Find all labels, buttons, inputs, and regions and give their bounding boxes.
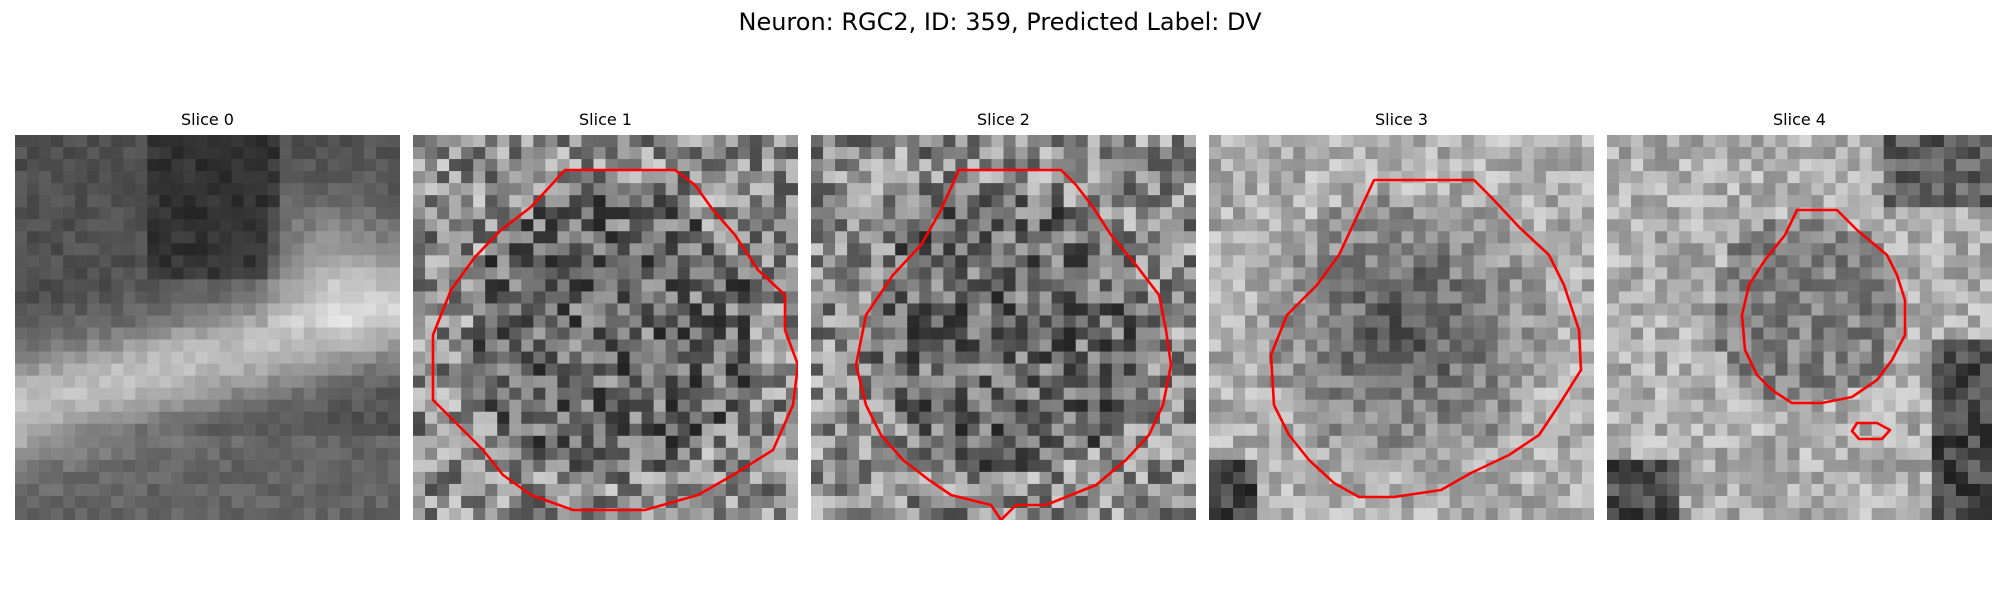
slice-title: Slice 4: [1773, 110, 1826, 129]
slice-panel-2: Slice 2: [811, 109, 1196, 520]
slice-title: Slice 1: [579, 110, 632, 129]
slice-panel-1: Slice 1: [413, 109, 798, 520]
slice-panel-0: Slice 0: [15, 109, 400, 520]
slice-panel-3: Slice 3: [1209, 109, 1594, 520]
slice-image: [811, 135, 1196, 520]
neuron-contour: [1269, 178, 1583, 499]
slice-image: [1209, 135, 1594, 520]
slice-title: Slice 3: [1375, 110, 1428, 129]
slice-title: Slice 0: [181, 110, 234, 129]
slice-panel-4: Slice 4: [1607, 109, 1992, 520]
neuron-contour: [431, 168, 798, 512]
slice-title: Slice 2: [977, 110, 1030, 129]
figure-title: Neuron: RGC2, ID: 359, Predicted Label: …: [738, 8, 1262, 36]
neuron-contour: [1740, 208, 1907, 405]
neuron-contour: [854, 168, 1173, 520]
neuron-contour: [1850, 421, 1892, 441]
slice-image: [15, 135, 400, 520]
slice-image: [1607, 135, 1992, 520]
slice-image: [413, 135, 798, 520]
